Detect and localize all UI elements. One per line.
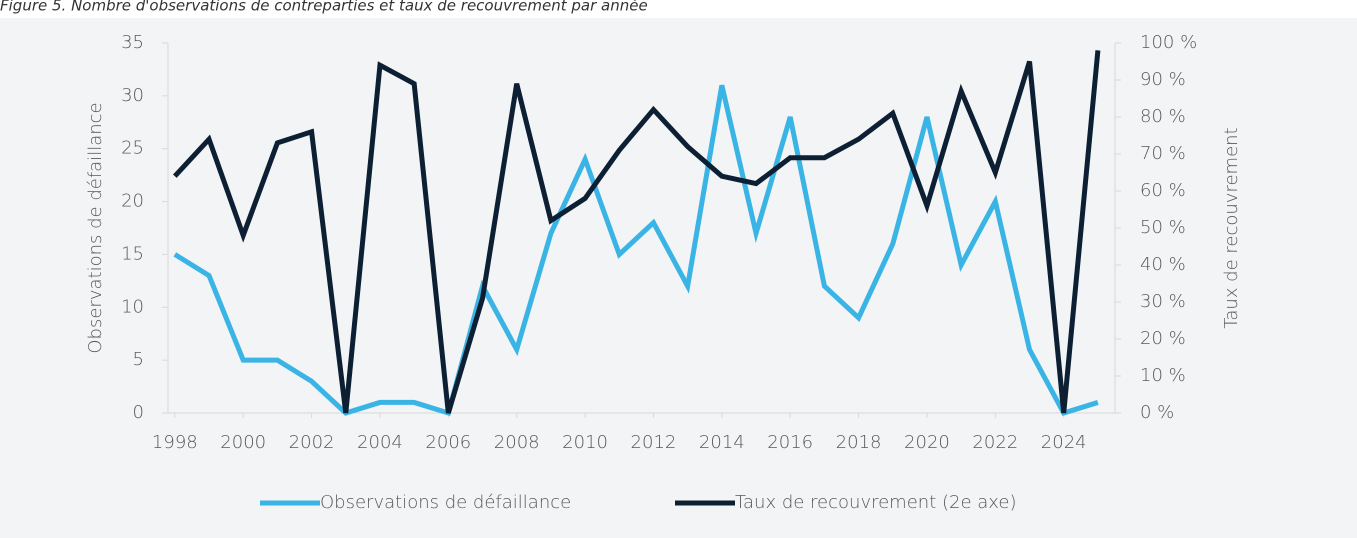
y-tick-label: 10 bbox=[121, 296, 144, 317]
y2-tick-label: 40 % bbox=[1140, 254, 1186, 275]
x-tick-label: 2000 bbox=[220, 432, 266, 453]
y2-tick-label: 60 % bbox=[1140, 180, 1186, 201]
y2-axis-label: Taux de recouvrement bbox=[1221, 127, 1242, 328]
y-tick-label: 0 bbox=[133, 402, 144, 423]
y2-tick-label: 90 % bbox=[1140, 69, 1186, 90]
title-band bbox=[0, 0, 1357, 18]
y2-tick-label: 50 % bbox=[1140, 217, 1186, 238]
y-tick-label: 20 bbox=[121, 191, 144, 212]
x-tick-label: 2016 bbox=[767, 432, 813, 453]
y-tick-label: 30 bbox=[121, 85, 144, 106]
y2-tick-label: 20 % bbox=[1140, 328, 1186, 349]
x-tick-label: 2006 bbox=[425, 432, 471, 453]
y2-tick-label: 30 % bbox=[1140, 291, 1186, 312]
y-tick-label: 25 bbox=[121, 138, 144, 159]
y-tick-label: 5 bbox=[133, 349, 144, 370]
y-tick-label: 15 bbox=[121, 243, 144, 264]
chart-title: Figure 5. Nombre d'observations de contr… bbox=[0, 0, 648, 15]
legend-label: Taux de recouvrement (2e axe) bbox=[735, 492, 1016, 513]
y2-tick-label: 70 % bbox=[1140, 143, 1186, 164]
y2-tick-label: 80 % bbox=[1140, 106, 1186, 127]
legend-label: Observations de défaillance bbox=[320, 492, 571, 513]
x-tick-label: 2018 bbox=[836, 432, 882, 453]
y-tick-label: 35 bbox=[121, 32, 144, 53]
x-tick-label: 1998 bbox=[152, 432, 198, 453]
series-line bbox=[173, 84, 1099, 417]
y-axis-label: Observations de défaillance bbox=[85, 102, 106, 353]
x-tick-label: 2008 bbox=[494, 432, 540, 453]
x-tick-label: 2022 bbox=[972, 432, 1018, 453]
y2-tick-label: 100 % bbox=[1140, 32, 1197, 53]
x-tick-label: 2004 bbox=[357, 432, 403, 453]
x-tick-label: 2024 bbox=[1041, 432, 1087, 453]
y2-tick-label: 10 % bbox=[1140, 365, 1186, 386]
x-tick-label: 2012 bbox=[631, 432, 677, 453]
x-tick-label: 2014 bbox=[699, 432, 745, 453]
x-tick-label: 2010 bbox=[562, 432, 608, 453]
x-tick-label: 2002 bbox=[289, 432, 335, 453]
x-tick-label: 2020 bbox=[904, 432, 950, 453]
series-line bbox=[173, 50, 1101, 414]
y2-tick-label: 0 % bbox=[1140, 402, 1174, 423]
